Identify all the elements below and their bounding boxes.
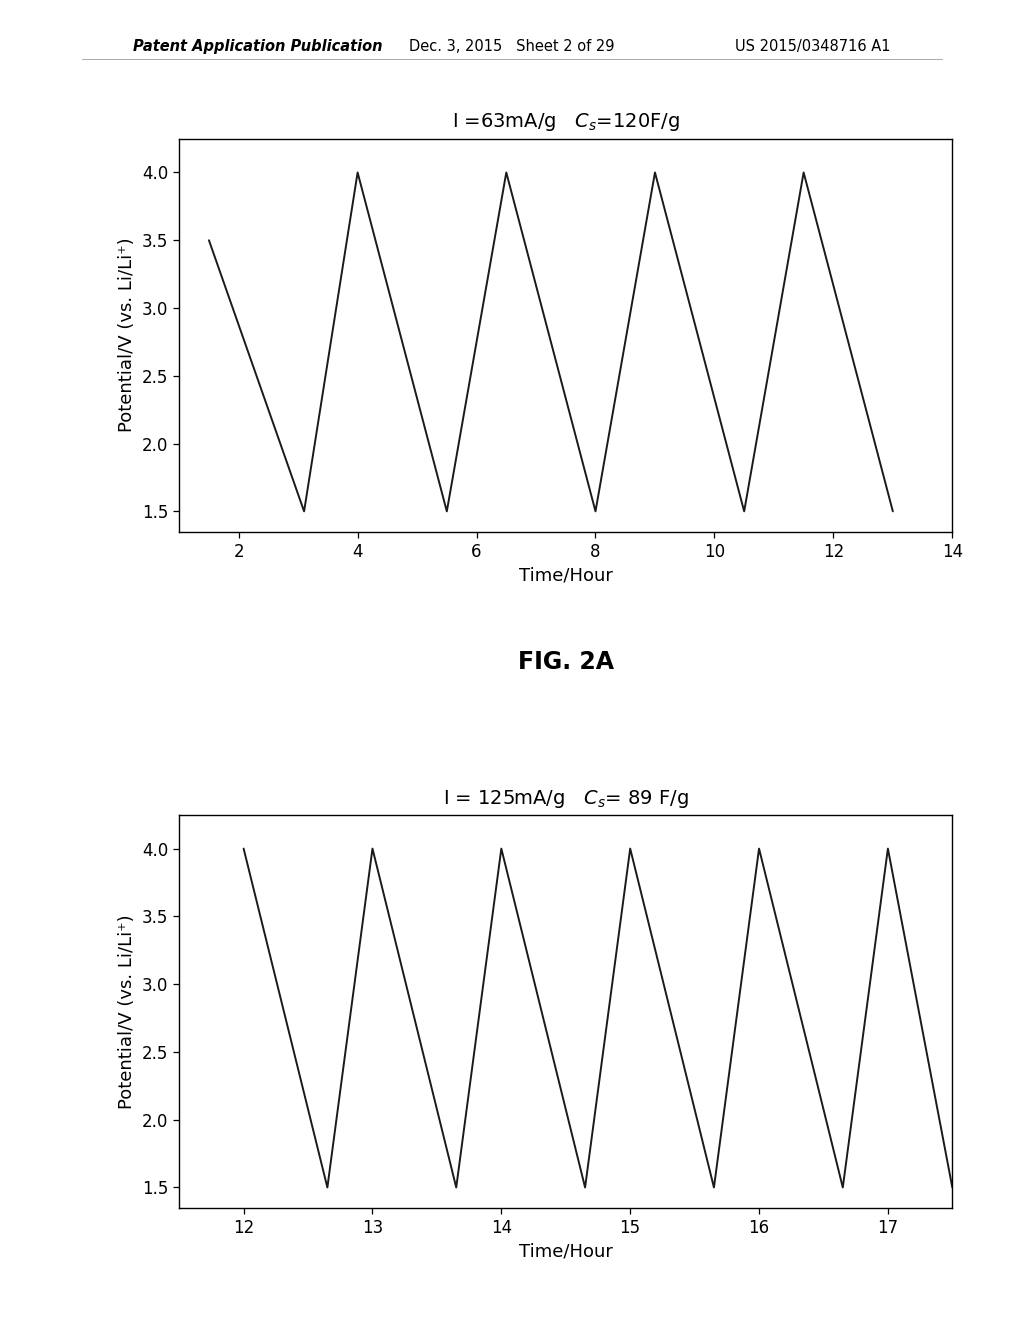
Y-axis label: Potential/V (vs. Li/Li⁺): Potential/V (vs. Li/Li⁺) [118, 913, 136, 1109]
X-axis label: Time/Hour: Time/Hour [519, 1242, 612, 1261]
Title: I = 125mA/g   $C_s$= 89 F/g: I = 125mA/g $C_s$= 89 F/g [443, 788, 688, 809]
Text: FIG. 2A: FIG. 2A [518, 649, 613, 673]
Title: I =63mA/g   $C_s$=120F/g: I =63mA/g $C_s$=120F/g [452, 111, 680, 133]
X-axis label: Time/Hour: Time/Hour [519, 566, 612, 585]
Text: Dec. 3, 2015   Sheet 2 of 29: Dec. 3, 2015 Sheet 2 of 29 [410, 38, 614, 54]
Y-axis label: Potential/V (vs. Li/Li⁺): Potential/V (vs. Li/Li⁺) [118, 238, 136, 433]
Text: Patent Application Publication: Patent Application Publication [133, 38, 383, 54]
Text: US 2015/0348716 A1: US 2015/0348716 A1 [735, 38, 891, 54]
